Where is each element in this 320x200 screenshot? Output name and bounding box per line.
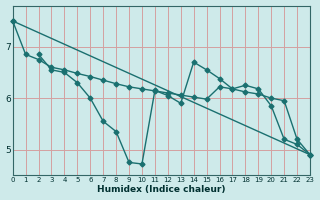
X-axis label: Humidex (Indice chaleur): Humidex (Indice chaleur)	[97, 185, 226, 194]
